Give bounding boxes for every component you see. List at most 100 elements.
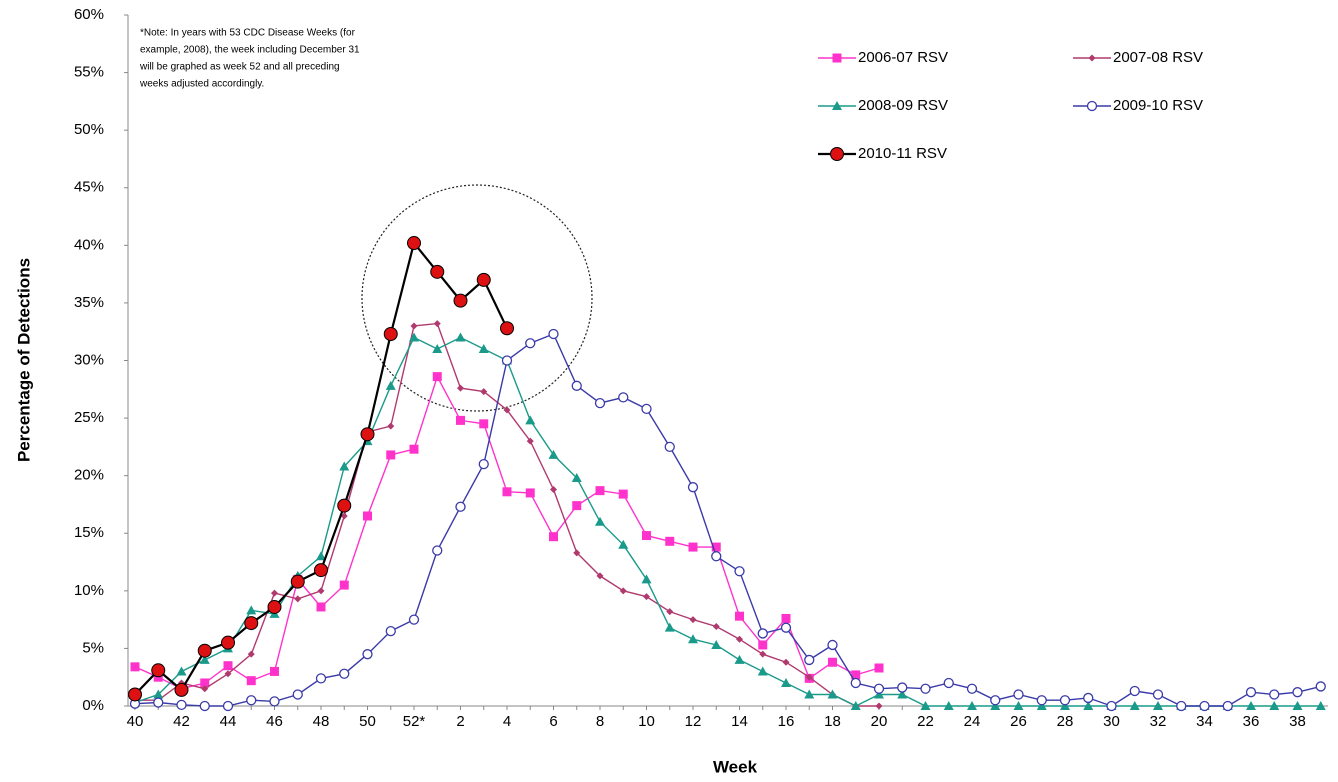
marker	[664, 622, 675, 632]
marker	[153, 689, 164, 699]
marker	[292, 689, 303, 700]
marker	[850, 677, 861, 689]
series-line	[134, 336, 1321, 707]
marker	[1083, 701, 1094, 710]
marker	[223, 661, 233, 671]
marker	[851, 670, 861, 680]
marker	[1245, 687, 1257, 698]
marker	[548, 449, 559, 459]
y-axis-title: Percentage of Detections	[14, 258, 33, 462]
marker	[246, 695, 257, 706]
marker	[805, 673, 813, 681]
marker	[199, 700, 210, 712]
marker	[409, 444, 419, 454]
marker	[479, 419, 489, 429]
marker	[246, 676, 256, 686]
marker	[151, 663, 166, 678]
x-tick-label: 16	[778, 713, 795, 730]
marker	[665, 536, 675, 546]
x-tick-label: 10	[638, 713, 655, 730]
x-tick-label: 42	[173, 713, 190, 730]
marker	[501, 355, 513, 366]
marker	[478, 343, 489, 353]
marker	[197, 643, 212, 658]
marker	[642, 531, 651, 541]
marker	[1269, 701, 1280, 710]
y-tick-label: 10%	[74, 582, 104, 599]
marker	[897, 689, 908, 699]
marker	[550, 485, 557, 493]
legend-label: 2007-08 RSV	[1113, 49, 1203, 66]
y-tick-label: 45%	[74, 179, 104, 196]
x-tick-label: 2	[456, 713, 464, 730]
marker	[687, 482, 699, 493]
marker	[224, 670, 232, 678]
marker	[337, 498, 352, 513]
marker	[666, 608, 674, 616]
marker	[1292, 687, 1303, 698]
marker	[387, 422, 395, 430]
marker	[618, 539, 629, 549]
marker	[339, 580, 349, 590]
marker	[1086, 100, 1098, 112]
marker	[201, 685, 209, 693]
marker	[664, 441, 675, 453]
marker	[618, 489, 628, 499]
marker	[363, 511, 372, 521]
marker	[317, 587, 325, 595]
x-tick-label: 36	[1243, 713, 1260, 730]
marker	[782, 658, 790, 666]
marker	[339, 461, 350, 471]
marker	[1013, 689, 1024, 700]
marker	[362, 649, 373, 660]
marker	[1036, 695, 1047, 706]
marker	[339, 668, 350, 679]
x-tick-label: 34	[1196, 713, 1213, 730]
marker	[410, 322, 418, 330]
marker	[176, 666, 187, 676]
x-tick-label: 8	[596, 713, 604, 730]
marker	[478, 458, 489, 470]
marker	[453, 293, 468, 308]
marker	[711, 551, 722, 562]
marker	[290, 574, 305, 589]
legend-label: 2010-11 RSV	[858, 145, 947, 162]
marker	[315, 673, 327, 684]
marker	[221, 635, 235, 650]
marker	[619, 587, 627, 595]
marker	[174, 682, 189, 697]
marker	[200, 678, 210, 688]
marker	[1036, 701, 1047, 710]
marker	[943, 701, 954, 710]
x-tick-label: 44	[220, 713, 237, 730]
marker	[758, 640, 768, 650]
y-tick-label: 5%	[82, 639, 104, 656]
marker	[430, 264, 445, 279]
marker	[827, 689, 838, 699]
x-tick-label: 38	[1289, 713, 1306, 730]
marker	[549, 532, 558, 542]
x-tick-label: 40	[127, 713, 144, 730]
x-tick-label: 20	[871, 713, 888, 730]
marker	[1153, 701, 1163, 710]
x-tick-label: 48	[313, 713, 330, 730]
marker	[781, 613, 791, 623]
marker	[781, 677, 791, 687]
highlight-circle	[361, 184, 593, 412]
y-tick-label: 25%	[74, 409, 104, 426]
marker	[780, 622, 792, 633]
marker	[386, 450, 396, 460]
marker	[432, 343, 443, 353]
marker	[573, 549, 581, 557]
series-line	[135, 322, 879, 707]
marker	[990, 701, 1001, 710]
x-tick-label: 52*	[403, 713, 426, 730]
marker	[271, 589, 278, 597]
marker	[1269, 689, 1280, 700]
marker	[246, 605, 257, 615]
x-tick-label: 18	[824, 713, 841, 730]
marker	[408, 614, 420, 625]
marker	[1152, 689, 1164, 700]
x-tick-label: 30	[1103, 713, 1120, 730]
marker	[875, 702, 883, 710]
